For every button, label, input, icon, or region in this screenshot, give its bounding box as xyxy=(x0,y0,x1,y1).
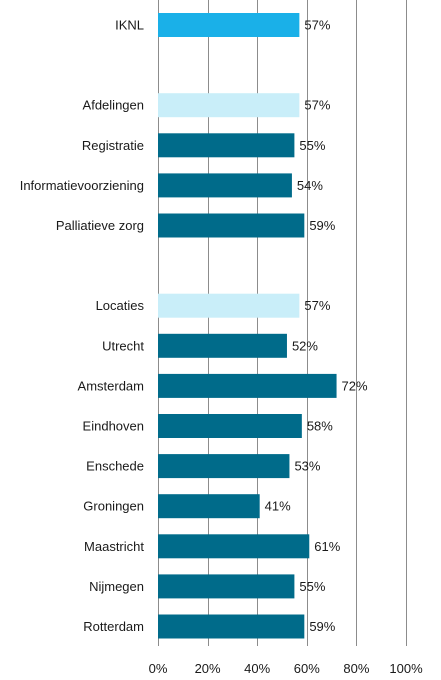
bar-10 xyxy=(158,414,302,438)
value-label-12: 41% xyxy=(265,499,291,514)
value-label-13: 61% xyxy=(314,539,340,554)
x-tick-label-2: 40% xyxy=(244,661,270,676)
value-label-2: 57% xyxy=(304,98,330,113)
bar-12 xyxy=(158,494,260,519)
bar-9 xyxy=(158,373,337,398)
category-label-5: Palliatieve zorg xyxy=(56,218,144,233)
x-tick-label-0: 0% xyxy=(149,661,168,676)
bar-11 xyxy=(158,454,290,479)
bar-8 xyxy=(158,333,287,358)
category-label-11: Enschede xyxy=(86,459,144,474)
value-label-5: 59% xyxy=(309,218,335,233)
bars xyxy=(158,13,337,639)
value-label-15: 59% xyxy=(309,619,335,634)
x-axis-tick-labels: 0% 20% 40% 60% 80% 100% xyxy=(149,661,423,676)
category-label-10: Eindhoven xyxy=(83,419,144,434)
value-labels: 57% 57% 55% 54% 59% 57% 52% 72% 58% 53% 41% 61% 55% 5… xyxy=(265,18,368,635)
category-label-4: Informatievoorziening xyxy=(20,178,144,193)
value-label-10: 58% xyxy=(307,419,333,434)
value-label-8: 52% xyxy=(292,338,318,353)
value-label-7: 57% xyxy=(304,298,330,313)
value-label-4: 54% xyxy=(297,178,323,193)
bar-13 xyxy=(158,534,310,559)
bar-5 xyxy=(158,213,305,238)
bar-4 xyxy=(158,173,292,198)
category-labels: IKNL Afdelingen Registratie Informatievoorz… xyxy=(20,18,145,635)
category-label-8: Utrecht xyxy=(102,338,144,353)
x-tick-label-1: 20% xyxy=(195,661,221,676)
category-label-2: Afdelingen xyxy=(83,98,144,113)
bar-15 xyxy=(158,614,305,639)
category-label-0: IKNL xyxy=(115,18,144,33)
x-tick-label-3: 60% xyxy=(294,661,320,676)
bar-0 xyxy=(158,13,300,37)
value-label-14: 55% xyxy=(299,579,325,594)
value-label-11: 53% xyxy=(294,459,320,474)
x-tick-label-4: 80% xyxy=(343,661,369,676)
category-label-15: Rotterdam xyxy=(83,619,144,634)
category-label-12: Groningen xyxy=(83,499,144,514)
category-label-9: Amsterdam xyxy=(78,378,144,393)
value-label-9: 72% xyxy=(342,378,368,393)
category-label-3: Registratie xyxy=(82,138,144,153)
bar-2 xyxy=(158,93,300,118)
category-label-7: Locaties xyxy=(96,298,145,313)
category-label-14: Nijmegen xyxy=(89,579,144,594)
value-label-3: 55% xyxy=(299,138,325,153)
x-tick-label-5: 100% xyxy=(389,661,423,676)
bar-7 xyxy=(158,293,300,318)
bar-3 xyxy=(158,133,295,158)
bar-14 xyxy=(158,574,295,599)
category-label-13: Maastricht xyxy=(84,539,144,554)
value-label-0: 57% xyxy=(304,18,330,33)
